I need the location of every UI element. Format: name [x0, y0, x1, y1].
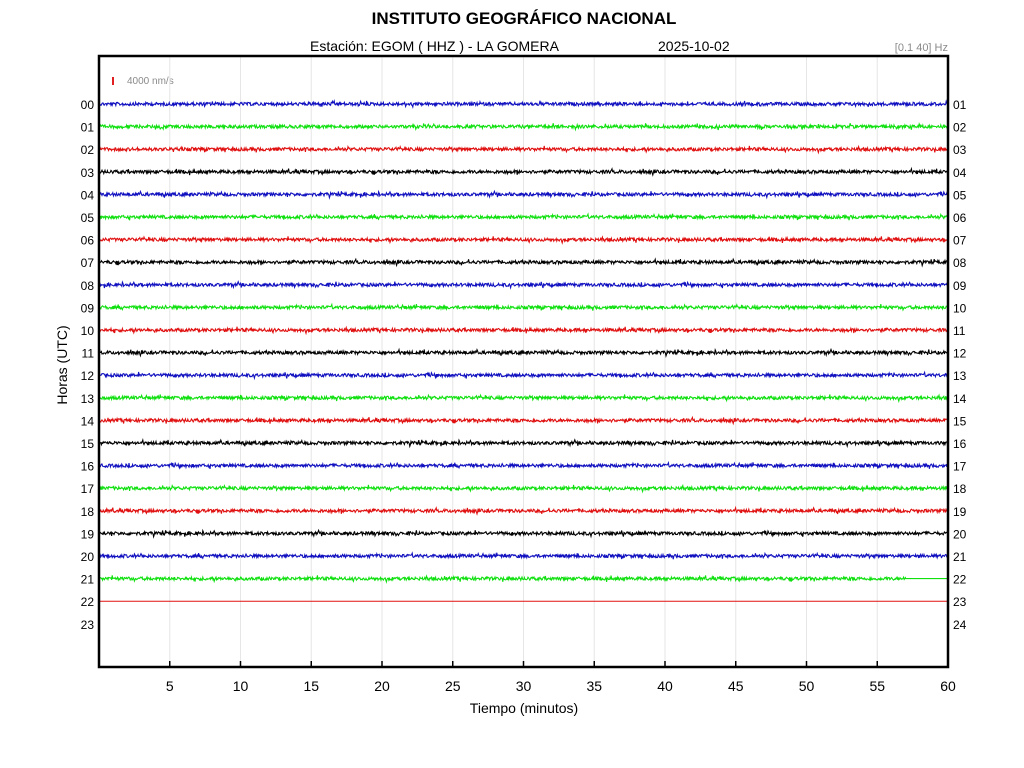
trace-hour-06 — [98, 235, 948, 245]
trace-hour-13 — [98, 393, 948, 404]
tick-layer: 5 10 15 20 25 30 35 40 45 50 55 60 00 01 02 03 04 05 06 07 0… — [81, 98, 967, 694]
y-tick-label-right: 20 — [953, 527, 967, 541]
y-tick-label-right: 06 — [953, 211, 967, 225]
y-tick-label-left: 09 — [81, 301, 95, 315]
y-tick-label-right: 21 — [953, 550, 967, 564]
x-tick-label: 55 — [869, 678, 885, 694]
x-axis-label: Tiempo (minutos) — [469, 700, 579, 716]
y-tick-label-left: 01 — [81, 121, 95, 135]
x-tick-label: 15 — [303, 678, 319, 694]
x-tick-label: 40 — [657, 678, 673, 694]
y-tick-label-right: 02 — [953, 121, 967, 135]
y-tick-label-left: 11 — [82, 347, 95, 361]
y-tick-label-right: 11 — [953, 324, 966, 338]
trace-hour-10 — [98, 325, 948, 336]
x-tick-label: 20 — [374, 678, 390, 694]
y-tick-label-right: 05 — [953, 188, 967, 202]
y-tick-label-left: 22 — [81, 595, 95, 609]
trace-hour-12 — [98, 370, 948, 381]
y-tick-label-left: 17 — [81, 482, 95, 496]
trace-hour-01 — [98, 122, 948, 132]
trace-hour-09 — [98, 302, 948, 312]
y-tick-label-left: 02 — [81, 143, 95, 157]
trace-hour-02 — [98, 144, 948, 155]
trace-hour-20 — [98, 551, 948, 560]
trace-hour-11 — [98, 347, 948, 359]
y-tick-label-left: 20 — [81, 550, 95, 564]
y-tick-label-right: 08 — [953, 256, 967, 270]
y-tick-label-left: 21 — [81, 573, 95, 587]
x-tick-label: 5 — [166, 678, 174, 694]
y-tick-label-left: 14 — [81, 414, 95, 428]
station-label: Estación: EGOM ( HHZ ) - LA GOMERA — [310, 38, 559, 54]
y-tick-label-right: 01 — [953, 98, 967, 112]
trace-hour-19 — [98, 528, 948, 539]
y-tick-label-left: 18 — [81, 505, 95, 519]
trace-hour-05 — [98, 212, 948, 221]
y-tick-label-left: 04 — [81, 188, 95, 202]
trace-hour-15 — [98, 438, 948, 449]
trace-hour-03 — [98, 166, 948, 177]
y-tick-label-right: 17 — [953, 460, 967, 474]
trace-hour-17 — [98, 483, 948, 494]
y-tick-label-right: 09 — [953, 279, 967, 293]
x-tick-label: 50 — [799, 678, 815, 694]
filter-label: [0.1 40] Hz — [894, 42, 948, 54]
x-tick-label: 30 — [516, 678, 532, 694]
y-tick-label-right: 18 — [953, 482, 967, 496]
chart-title: INSTITUTO GEOGRÁFICO NACIONAL — [371, 9, 677, 28]
y-tick-label-left: 00 — [81, 98, 95, 112]
scale-bar-marker — [112, 77, 114, 85]
y-tick-label-left: 05 — [81, 211, 95, 225]
grid-layer — [169, 56, 878, 667]
x-tick-label: 60 — [940, 678, 956, 694]
y-tick-label-right: 12 — [953, 347, 967, 361]
y-tick-label-right: 13 — [953, 369, 967, 383]
y-tick-label-right: 23 — [953, 595, 967, 609]
trace-hour-07 — [98, 257, 948, 268]
y-tick-label-right: 15 — [953, 414, 967, 428]
trace-hour-16 — [98, 460, 948, 470]
y-tick-label-left: 10 — [81, 324, 95, 338]
y-tick-label-left: 23 — [81, 618, 95, 632]
trace-layer — [98, 99, 948, 602]
y-tick-label-right: 22 — [953, 573, 967, 587]
y-tick-label-right: 16 — [953, 437, 967, 451]
y-tick-label-right: 10 — [953, 301, 967, 315]
y-tick-label-right: 03 — [953, 143, 967, 157]
x-tick-label: 25 — [445, 678, 461, 694]
date-label: 2025-10-02 — [658, 38, 730, 54]
y-tick-label-left: 07 — [81, 256, 95, 270]
y-tick-label-left: 06 — [81, 234, 95, 248]
y-tick-label-left: 16 — [81, 460, 95, 474]
y-tick-label-left: 15 — [81, 437, 95, 451]
x-tick-label: 45 — [728, 678, 744, 694]
y-tick-label-left: 12 — [81, 369, 95, 383]
y-tick-label-right: 07 — [953, 234, 967, 248]
scale-label: 4000 nm/s — [127, 76, 174, 87]
y-tick-label-left: 08 — [81, 279, 95, 293]
trace-hour-08 — [98, 280, 948, 290]
y-tick-label-left: 03 — [81, 166, 95, 180]
x-tick-label: 10 — [233, 678, 249, 694]
trace-hour-04 — [98, 189, 948, 200]
y-tick-label-right: 19 — [953, 505, 967, 519]
y-tick-label-left: 19 — [81, 527, 95, 541]
y-tick-label-right: 04 — [953, 166, 967, 180]
y-tick-label-right: 14 — [953, 392, 967, 406]
y-tick-label-right: 24 — [953, 618, 967, 632]
y-tick-label-left: 13 — [81, 392, 95, 406]
trace-hour-00 — [98, 99, 948, 110]
trace-hour-18 — [98, 505, 948, 516]
trace-hour-21 — [98, 574, 948, 584]
x-tick-label: 35 — [586, 678, 602, 694]
trace-hour-14 — [98, 415, 948, 426]
